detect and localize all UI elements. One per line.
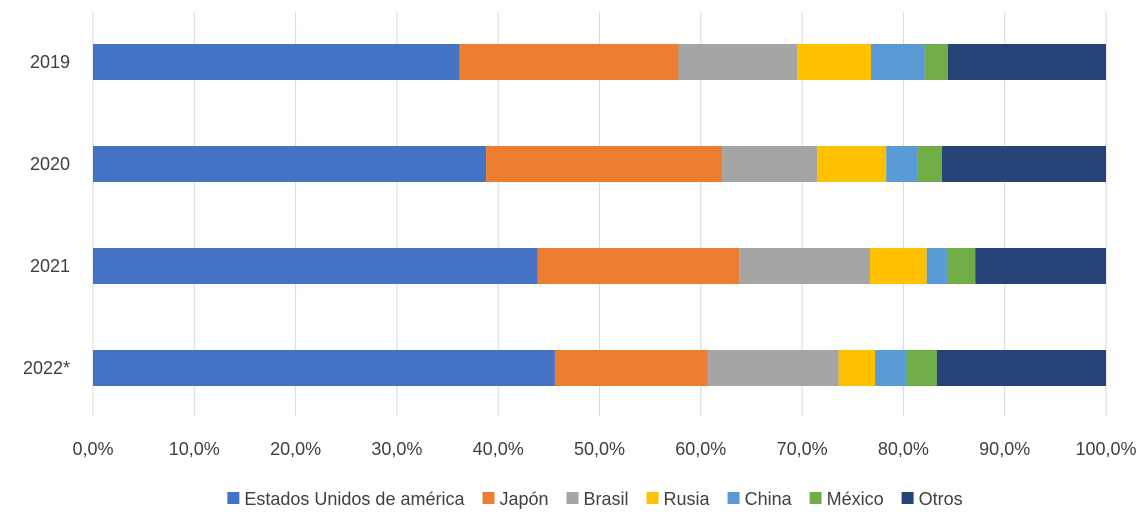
legend-swatch [809,492,822,504]
legend-label: Estados Unidos de américa [244,489,465,509]
x-tick-label: 70,0% [777,439,828,459]
legend-item: Estados Unidos de américa [227,489,465,509]
x-axis-labels: 0,0% 10,0% 20,0% 30,0% 40,0% 50,0% 60,0% 70,0% 8… [72,439,1136,459]
legend-swatch [227,492,240,504]
x-tick-label: 60,0% [675,439,726,459]
bar-segment [722,146,818,182]
legend-item: Otros [901,489,963,509]
bar-segment [975,248,1106,284]
x-tick-label: 10,0% [169,439,220,459]
legend-item: China [727,489,793,509]
bar-segment [93,44,460,80]
bar-segment [906,350,937,386]
y-category-label: 2019 [30,52,70,72]
x-tick-label: 80,0% [878,439,929,459]
bars [93,44,1106,386]
bar-segment [486,146,723,182]
legend-swatch [566,492,579,504]
bar-segment [924,44,948,80]
bar-segment [678,44,798,80]
legend-swatch [646,492,659,504]
bar-segment [947,44,1106,80]
bar-segment [838,350,876,386]
legend-label: México [827,489,884,509]
x-tick-label: 20,0% [270,439,321,459]
bar-segment [739,248,870,284]
bar-segment [926,248,947,284]
y-category-label: 2020 [30,154,70,174]
bar-segment [797,44,871,80]
legend-item: Brasil [566,489,629,509]
bar-segment [870,44,925,80]
y-axis-labels: 2019 2020 2021 2022* [23,52,70,378]
bar-segment [707,350,839,386]
legend: Estados Unidos de américa Japón Brasil Rusi… [227,489,963,509]
y-category-label: 2021 [30,256,70,276]
legend-swatch [727,492,740,504]
legend-label: Japón [499,489,548,509]
x-tick-label: 100,0% [1075,439,1136,459]
x-tick-label: 50,0% [574,439,625,459]
legend-item: México [809,489,884,509]
legend-label: Rusia [664,489,711,509]
bar-segment [537,248,740,284]
bar-segment [946,248,976,284]
bar-segment [869,248,927,284]
legend-swatch [901,492,914,504]
legend-label: Otros [919,489,963,509]
bar-segment [459,44,679,80]
bar-segment [917,146,942,182]
bar-segment [817,146,887,182]
x-tick-label: 90,0% [979,439,1030,459]
y-category-label: 2022* [23,358,70,378]
legend-item: Japón [482,489,549,509]
legend-label: Brasil [584,489,629,509]
x-tick-label: 0,0% [72,439,113,459]
bar-segment [554,350,708,386]
bar-segment [886,146,918,182]
legend-label: China [745,489,793,509]
legend-swatch [482,492,495,504]
x-tick-label: 40,0% [473,439,524,459]
bar-segment [93,146,487,182]
bar-segment [941,146,1106,182]
bar-segment [875,350,907,386]
bar-segment [93,248,538,284]
x-tick-label: 30,0% [371,439,422,459]
bar-segment [936,350,1106,386]
legend-item: Rusia [646,489,711,509]
bar-segment [93,350,555,386]
